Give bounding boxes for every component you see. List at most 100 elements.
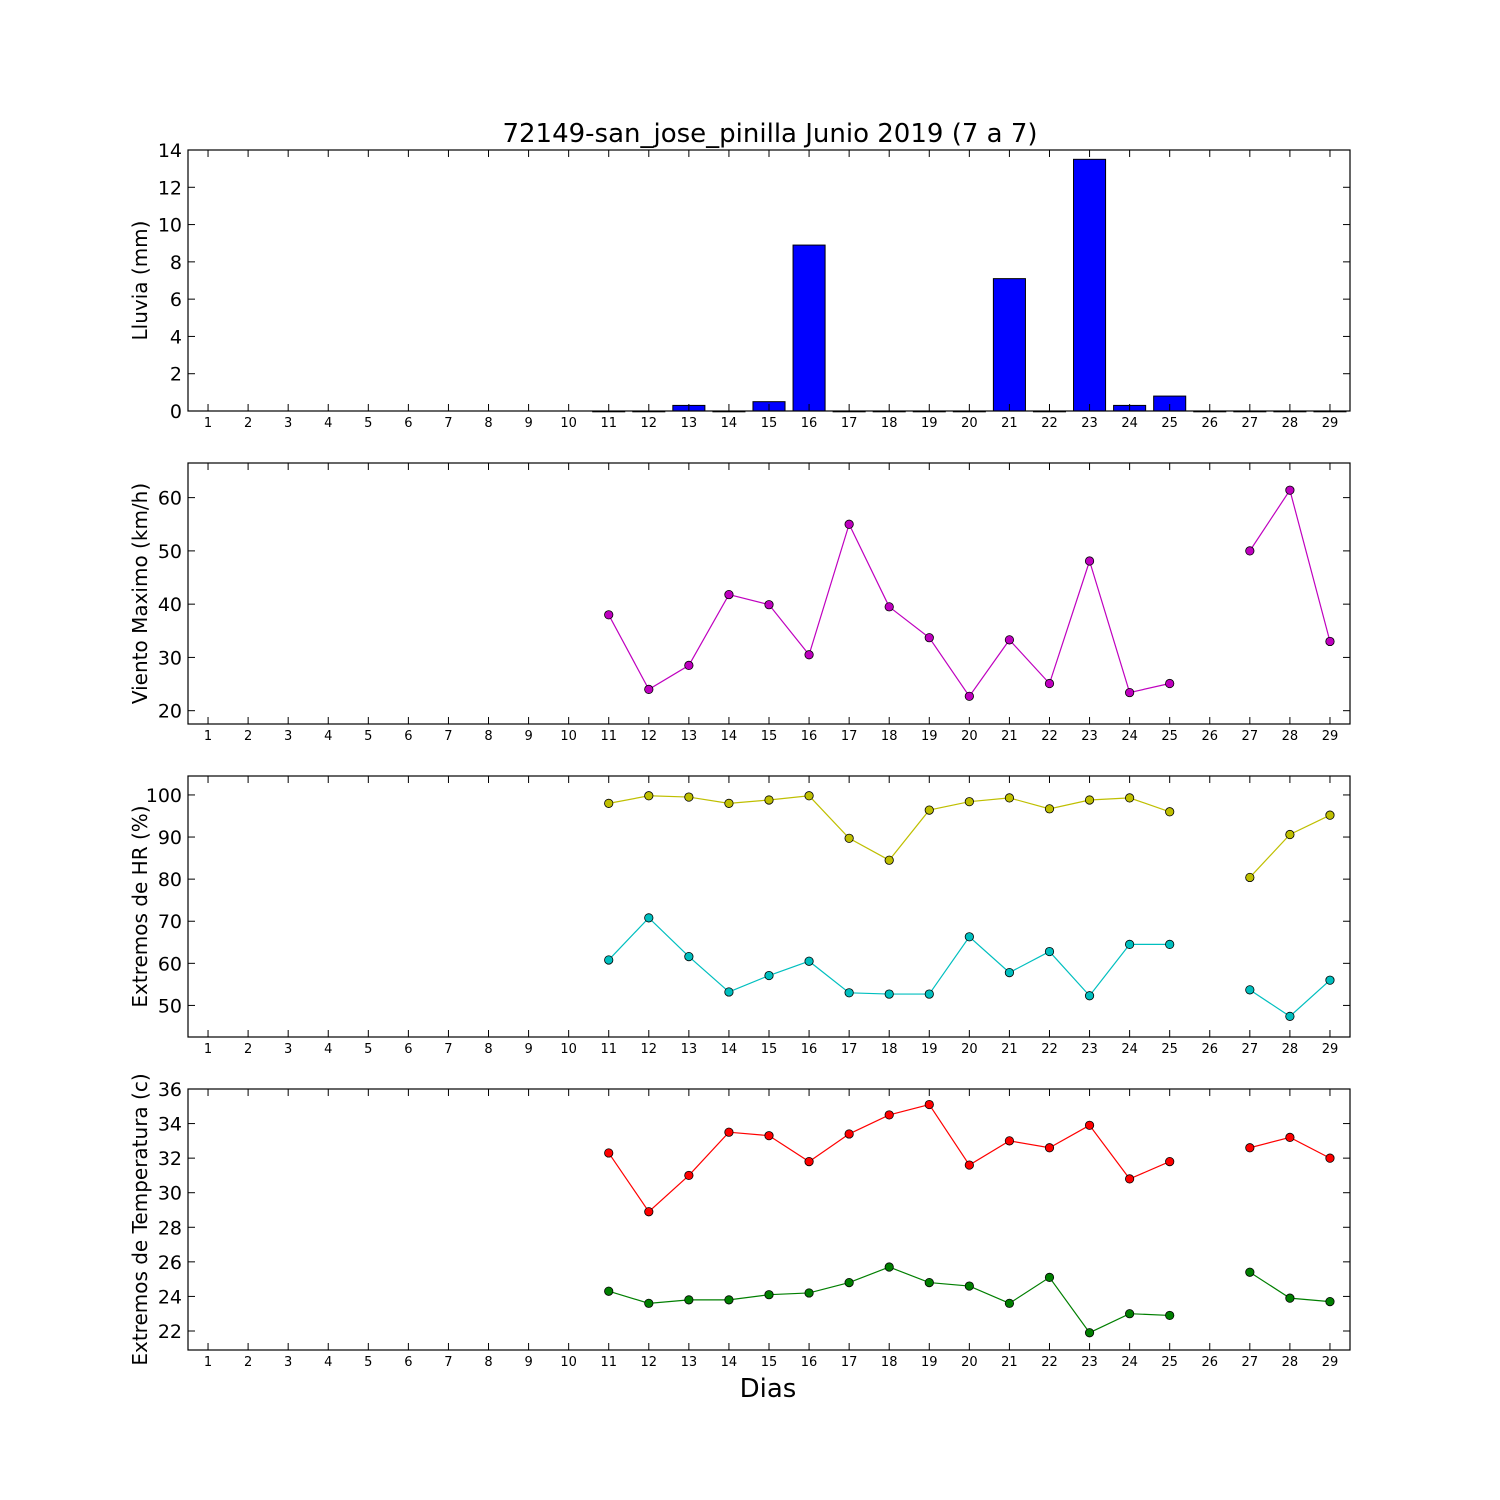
series-temperatura-0-line xyxy=(608,1103,1170,1213)
x-tick-label: 21 xyxy=(1001,416,1018,431)
x-tick-label: 14 xyxy=(721,1042,738,1057)
point-temperatura-0-day-11 xyxy=(604,1148,614,1158)
y-tick-label: 14 xyxy=(158,140,182,162)
x-tick-label: 26 xyxy=(1201,1355,1218,1370)
x-tick-label: 10 xyxy=(560,729,577,744)
x-tick-label: 24 xyxy=(1121,1042,1138,1057)
point-viento-0-day-27 xyxy=(1245,546,1255,556)
x-tick-label: 2 xyxy=(244,416,252,431)
point-humedad-1-day-12 xyxy=(644,913,654,923)
x-tick-label: 6 xyxy=(404,1042,412,1057)
point-humedad-1-day-21 xyxy=(1004,967,1015,978)
x-tick-label: 15 xyxy=(761,1355,778,1370)
point-temperatura-0-day-22 xyxy=(1044,1143,1055,1153)
point-temperatura-0-day-16 xyxy=(804,1156,814,1167)
y-tick-label: 0 xyxy=(170,401,182,423)
x-tick-label: 18 xyxy=(881,416,898,431)
x-tick-label: 19 xyxy=(921,416,938,431)
y-tick-label: 10 xyxy=(158,215,182,237)
x-tick-label: 14 xyxy=(721,1355,738,1370)
x-tick-label: 20 xyxy=(961,729,978,744)
x-tick-label: 18 xyxy=(881,1355,898,1370)
point-humedad-0-day-16 xyxy=(804,791,814,801)
point-humedad-1-day-13 xyxy=(684,951,694,962)
point-humedad-1-day-11 xyxy=(604,955,614,965)
x-tick-label: 1 xyxy=(204,729,212,744)
x-tick-label: 17 xyxy=(841,729,858,744)
point-viento-0-day-22 xyxy=(1044,678,1055,689)
point-humedad-0-day-28 xyxy=(1285,829,1295,840)
x-tick-label: 4 xyxy=(324,729,332,744)
point-temperatura-0-day-21 xyxy=(1004,1136,1015,1146)
x-tick-label: 2 xyxy=(244,1355,252,1370)
point-viento-0-day-12 xyxy=(644,684,654,694)
point-temperatura-0-day-29 xyxy=(1325,1153,1335,1163)
x-tick-label: 3 xyxy=(284,1042,292,1057)
x-tick-label: 26 xyxy=(1201,1042,1218,1057)
point-humedad-1-day-27 xyxy=(1245,985,1255,995)
point-temperatura-1-day-13 xyxy=(684,1295,694,1305)
x-tick-label: 10 xyxy=(560,1042,577,1057)
x-tick-label: 16 xyxy=(801,1355,818,1370)
x-tick-label: 16 xyxy=(801,729,818,744)
point-viento-0-day-13 xyxy=(684,660,694,671)
point-temperatura-0-day-28 xyxy=(1285,1132,1295,1142)
point-humedad-1-day-22 xyxy=(1044,946,1055,957)
x-tick-label: 10 xyxy=(560,1355,577,1370)
point-humedad-1-day-14 xyxy=(724,987,734,997)
y-tick-label: 22 xyxy=(158,1321,182,1343)
y-tick-label: 40 xyxy=(158,594,182,616)
x-tick-label: 22 xyxy=(1041,1355,1058,1370)
x-tick-label: 27 xyxy=(1242,1042,1259,1057)
point-humedad-0-day-14 xyxy=(724,798,734,808)
x-tick-label: 2 xyxy=(244,729,252,744)
y-tick-label: 60 xyxy=(158,488,182,510)
bar-day-23 xyxy=(1073,158,1107,412)
x-tick-label: 11 xyxy=(600,1042,617,1057)
point-temperatura-1-day-14 xyxy=(724,1295,734,1305)
x-tick-label: 8 xyxy=(484,416,492,431)
x-tick-label: 13 xyxy=(681,416,698,431)
point-temperatura-1-day-11 xyxy=(604,1286,614,1296)
x-tick-label: 18 xyxy=(881,1042,898,1057)
axes-frame-lluvia xyxy=(187,149,1351,412)
x-tick-label: 27 xyxy=(1242,729,1259,744)
x-tick-label: 19 xyxy=(921,729,938,744)
y-tick-label: 80 xyxy=(158,869,182,891)
y-tick-label: 20 xyxy=(158,701,182,723)
x-tick-label: 17 xyxy=(841,1042,858,1057)
x-tick-label: 29 xyxy=(1322,1042,1339,1057)
x-tick-label: 27 xyxy=(1242,416,1259,431)
x-tick-label: 15 xyxy=(761,1042,778,1057)
x-tick-label: 14 xyxy=(721,416,738,431)
y-tick-label: 2 xyxy=(170,364,182,386)
x-tick-label: 25 xyxy=(1161,1042,1178,1057)
y-axis-label-viento: Viento Maximo (km/h) xyxy=(128,483,152,704)
point-temperatura-1-day-16 xyxy=(804,1288,814,1298)
x-tick-label: 21 xyxy=(1001,1355,1018,1370)
series-humedad-0-line xyxy=(1249,814,1331,878)
x-tick-label: 19 xyxy=(921,1355,938,1370)
x-tick-label: 22 xyxy=(1041,1042,1058,1057)
x-tick-label: 25 xyxy=(1161,1355,1178,1370)
point-humedad-0-day-15 xyxy=(764,795,774,805)
point-humedad-0-day-25 xyxy=(1165,807,1175,817)
point-humedad-1-day-20 xyxy=(964,932,974,942)
x-tick-label: 12 xyxy=(641,1042,658,1057)
x-tick-label: 16 xyxy=(801,1042,818,1057)
x-tick-label: 12 xyxy=(641,416,658,431)
x-tick-label: 23 xyxy=(1081,729,1098,744)
figure-title: 72149-san_jose_pinilla Junio 2019 (7 a 7… xyxy=(502,119,1037,149)
x-tick-label: 8 xyxy=(484,1042,492,1057)
point-humedad-0-day-18 xyxy=(884,855,894,865)
point-temperatura-1-day-21 xyxy=(1004,1298,1015,1308)
axes-frame-temperatura xyxy=(187,1088,1351,1351)
x-tick-label: 15 xyxy=(761,416,778,431)
point-temperatura-0-day-27 xyxy=(1245,1143,1255,1153)
point-temperatura-0-day-12 xyxy=(644,1207,654,1217)
point-humedad-0-day-13 xyxy=(684,792,694,802)
x-tick-label: 14 xyxy=(721,729,738,744)
point-viento-0-day-18 xyxy=(884,602,894,612)
x-tick-label: 25 xyxy=(1161,416,1178,431)
